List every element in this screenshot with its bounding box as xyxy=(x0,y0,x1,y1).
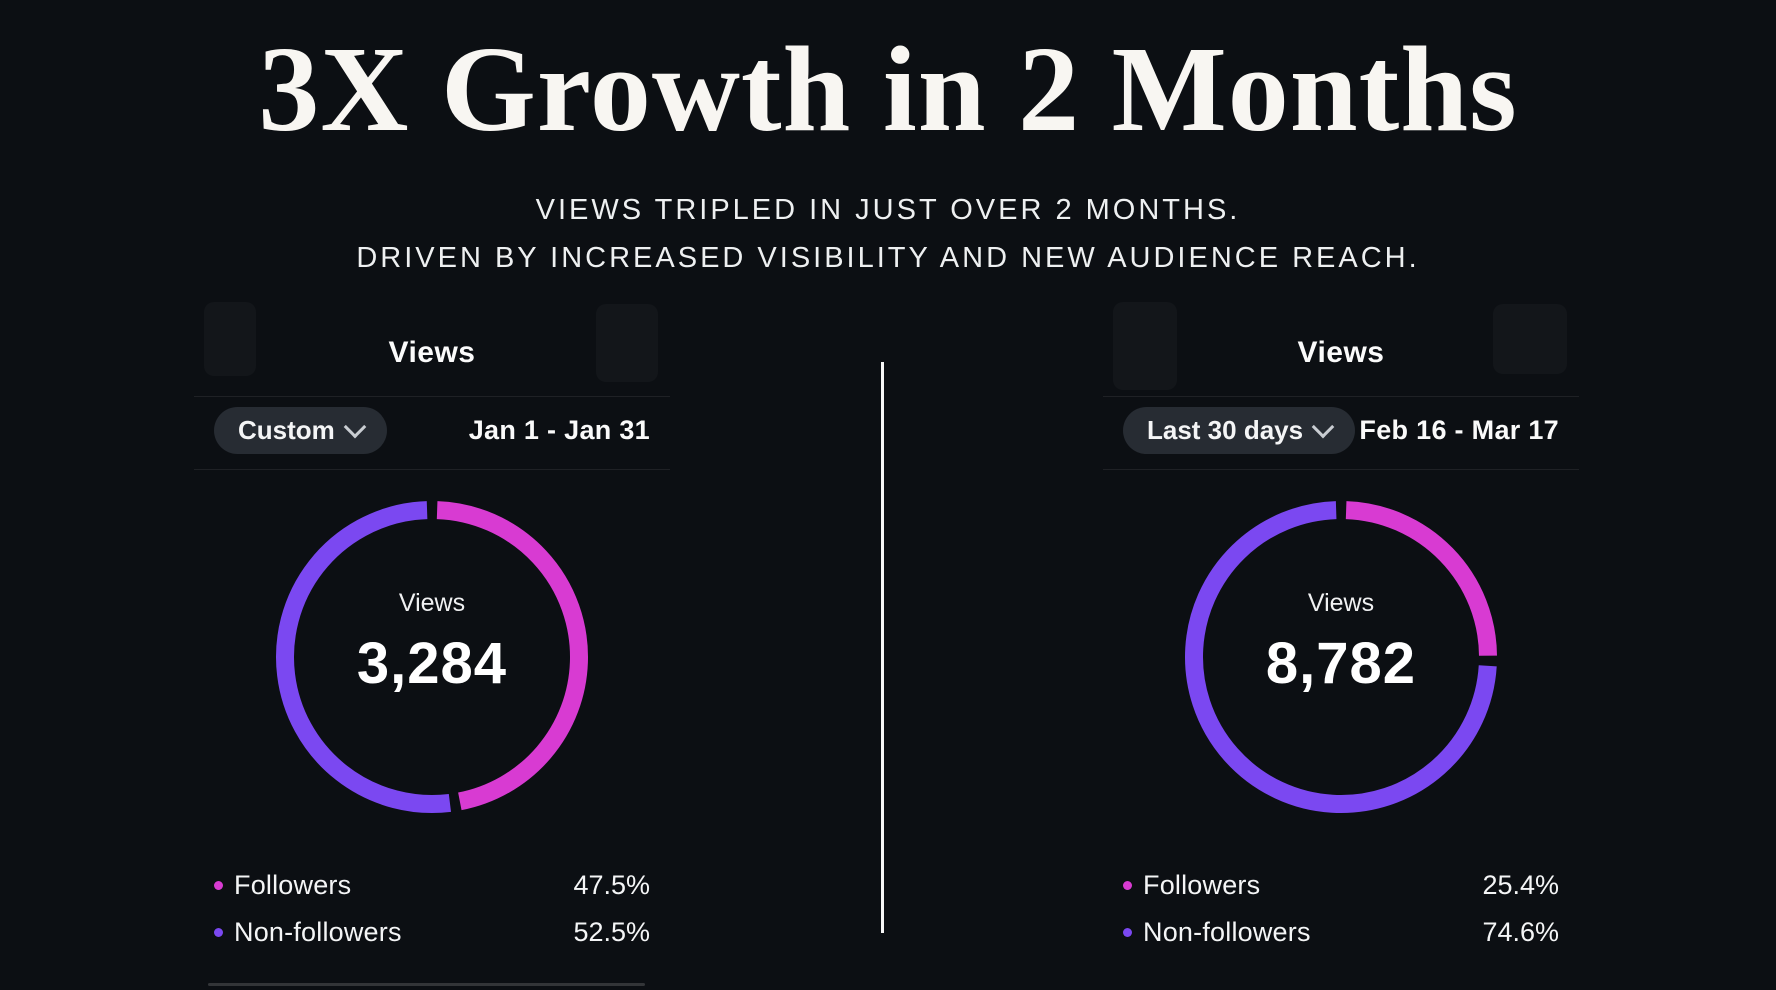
page-title: 3X Growth in 2 Months xyxy=(258,22,1518,157)
legend-value: 52.5% xyxy=(573,917,650,947)
date-range-dropdown-button[interactable]: Custom xyxy=(214,406,387,454)
legend: Followers 47.5% Non-followers 52.5% xyxy=(194,862,670,956)
page-subtitle: VIEWS TRIPLED IN JUST OVER 2 MONTHS. DRI… xyxy=(0,186,1776,282)
legend-label: Followers xyxy=(234,870,352,900)
divider xyxy=(1103,469,1579,470)
donut-center-value: 8,782 xyxy=(1265,631,1417,696)
legend-value: 47.5% xyxy=(573,870,650,900)
faded-share-icon xyxy=(1493,304,1567,374)
chevron-down-icon xyxy=(343,415,367,439)
faded-back-icon xyxy=(1113,302,1177,390)
non-followers-dot-icon xyxy=(214,928,223,937)
faded-share-icon xyxy=(596,304,658,382)
legend-value: 74.6% xyxy=(1482,917,1559,947)
views-donut-chart: Views 3,284 xyxy=(267,492,597,822)
panel-title: Views xyxy=(388,336,476,369)
legend-label: Non-followers xyxy=(1143,917,1311,947)
followers-dot-icon xyxy=(214,881,223,890)
insights-panel-feb-mar: Views Last 30 days Feb 16 - Mar 17 Views… xyxy=(1103,300,1579,956)
legend-value: 25.4% xyxy=(1482,870,1559,900)
donut-center-value: 3,284 xyxy=(356,631,508,696)
legend-label: Non-followers xyxy=(234,917,402,947)
legend-row-non-followers: Non-followers 74.6% xyxy=(1123,909,1559,956)
legend-row-followers: Followers 25.4% xyxy=(1123,862,1559,909)
divider xyxy=(1103,396,1579,397)
date-range-dropdown-label: Last 30 days xyxy=(1147,414,1304,445)
date-range-text: Jan 1 - Jan 31 xyxy=(468,414,650,445)
followers-dot-icon xyxy=(1123,881,1132,890)
legend: Followers 25.4% Non-followers 74.6% xyxy=(1103,862,1579,956)
donut-rings xyxy=(275,501,588,813)
date-range-dropdown-button[interactable]: Last 30 days xyxy=(1123,406,1356,454)
divider xyxy=(194,469,670,470)
donut-center-label: Views xyxy=(398,589,466,617)
bottom-divider xyxy=(208,983,645,986)
date-range-dropdown-label: Custom xyxy=(238,414,335,445)
donut-center-label: Views xyxy=(1307,589,1375,617)
donut-rings xyxy=(1185,501,1497,813)
insights-panel-january: Views Custom Jan 1 - Jan 31 Views 3,284 … xyxy=(194,300,670,956)
faded-back-icon xyxy=(204,302,256,376)
panel-title: Views xyxy=(1297,336,1385,369)
legend-row-followers: Followers 47.5% xyxy=(214,862,650,909)
subtitle-line-2: DRIVEN BY INCREASED VISIBILITY AND NEW A… xyxy=(356,242,1420,274)
views-donut-chart: Views 8,782 xyxy=(1176,492,1506,822)
chevron-down-icon xyxy=(1311,415,1335,439)
panel-separator-line xyxy=(881,362,884,933)
subtitle-line-1: VIEWS TRIPLED IN JUST OVER 2 MONTHS. xyxy=(535,194,1241,226)
non-followers-dot-icon xyxy=(1123,928,1132,937)
divider xyxy=(194,396,670,397)
legend-label: Followers xyxy=(1143,870,1261,900)
legend-row-non-followers: Non-followers 52.5% xyxy=(214,909,650,956)
date-range-text: Feb 16 - Mar 17 xyxy=(1359,414,1559,445)
